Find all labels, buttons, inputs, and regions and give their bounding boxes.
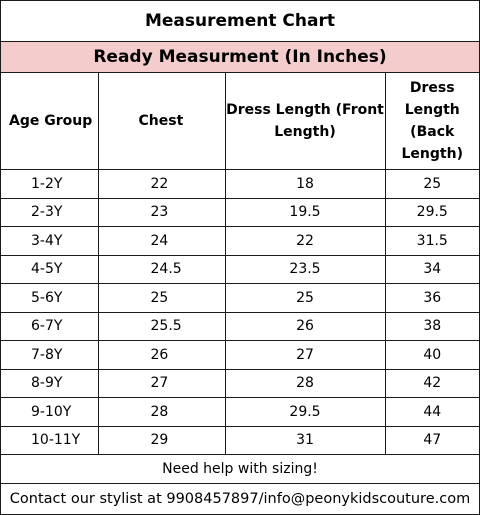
cell-chest: 24 <box>97 226 226 256</box>
cell-age-group: 2-3Y <box>1 197 99 227</box>
cell-age-group: 6-7Y <box>1 311 99 341</box>
cell-age-group: 9-10Y <box>1 397 99 427</box>
cell-dress-length-front: 18 <box>224 169 386 199</box>
cell-dress-length-back: 47 <box>384 425 479 455</box>
cell-chest: 25.5 <box>97 311 226 341</box>
cell-age-group: 10-11Y <box>1 425 99 455</box>
cell-chest: 22 <box>97 169 226 199</box>
cell-age-group: 8-9Y <box>1 368 99 398</box>
chart-subtitle: Ready Measurment (In Inches) <box>1 42 479 73</box>
cell-dress-length-back: 38 <box>384 311 479 341</box>
cell-age-group: 5-6Y <box>1 283 99 313</box>
cell-age-group: 4-5Y <box>1 254 99 284</box>
cell-chest: 29 <box>97 425 226 455</box>
cell-chest: 26 <box>97 340 226 370</box>
header-dress-length-back: Dress Length (Back Length) <box>384 73 479 170</box>
table-row: 3-4Y 24 22 31.5 <box>1 226 479 256</box>
table-row: 4-5Y 24.5 23.5 34 <box>1 254 479 284</box>
cell-dress-length-back: 40 <box>384 340 479 370</box>
cell-dress-length-back: 29.5 <box>384 197 479 227</box>
cell-dress-length-front: 22 <box>224 226 386 256</box>
cell-dress-length-back: 36 <box>384 283 479 313</box>
cell-dress-length-back: 31.5 <box>384 226 479 256</box>
cell-age-group: 3-4Y <box>1 226 99 256</box>
table-row: 10-11Y 29 31 47 <box>1 425 479 455</box>
sizing-help-text: Need help with sizing! <box>1 455 479 484</box>
cell-chest: 24.5 <box>97 254 226 284</box>
header-dress-length-front: Dress Length (Front Length) <box>224 73 386 170</box>
cell-chest: 23 <box>97 197 226 227</box>
table-row: 8-9Y 27 28 42 <box>1 368 479 398</box>
header-age-group: Age Group <box>1 73 99 170</box>
cell-dress-length-front: 27 <box>224 340 386 370</box>
measurement-table: Age Group Chest Dress Length (Front Leng… <box>1 73 479 455</box>
cell-dress-length-front: 28 <box>224 368 386 398</box>
table-row: 7-8Y 26 27 40 <box>1 340 479 370</box>
contact-text: Contact our stylist at 9908457897/info@p… <box>9 491 471 507</box>
cell-chest: 27 <box>97 368 226 398</box>
cell-chest: 28 <box>97 397 226 427</box>
cell-dress-length-back: 25 <box>384 169 479 199</box>
header-chest: Chest <box>97 73 226 170</box>
table-header-row: Age Group Chest Dress Length (Front Leng… <box>1 73 479 170</box>
cell-dress-length-front: 29.5 <box>224 397 386 427</box>
cell-dress-length-back: 44 <box>384 397 479 427</box>
cell-dress-length-back: 34 <box>384 254 479 284</box>
cell-dress-length-back: 42 <box>384 368 479 398</box>
table-row: 9-10Y 28 29.5 44 <box>1 397 479 427</box>
cell-dress-length-front: 31 <box>224 425 386 455</box>
table-row: 1-2Y 22 18 25 <box>1 169 479 199</box>
cell-age-group: 1-2Y <box>1 169 99 199</box>
cell-dress-length-front: 25 <box>224 283 386 313</box>
cell-age-group: 7-8Y <box>1 340 99 370</box>
cell-dress-length-front: 26 <box>224 311 386 341</box>
cell-chest: 25 <box>97 283 226 313</box>
chart-title: Measurement Chart <box>1 1 479 42</box>
cell-dress-length-front: 19.5 <box>224 197 386 227</box>
table-row: 6-7Y 25.5 26 38 <box>1 311 479 341</box>
cell-dress-length-front: 23.5 <box>224 254 386 284</box>
table-row: 5-6Y 25 25 36 <box>1 283 479 313</box>
table-row: 2-3Y 23 19.5 29.5 <box>1 197 479 227</box>
table-body: 1-2Y 22 18 25 2-3Y 23 19.5 29.5 3-4Y 24 22 31.5 4-5Y… <box>1 169 479 455</box>
